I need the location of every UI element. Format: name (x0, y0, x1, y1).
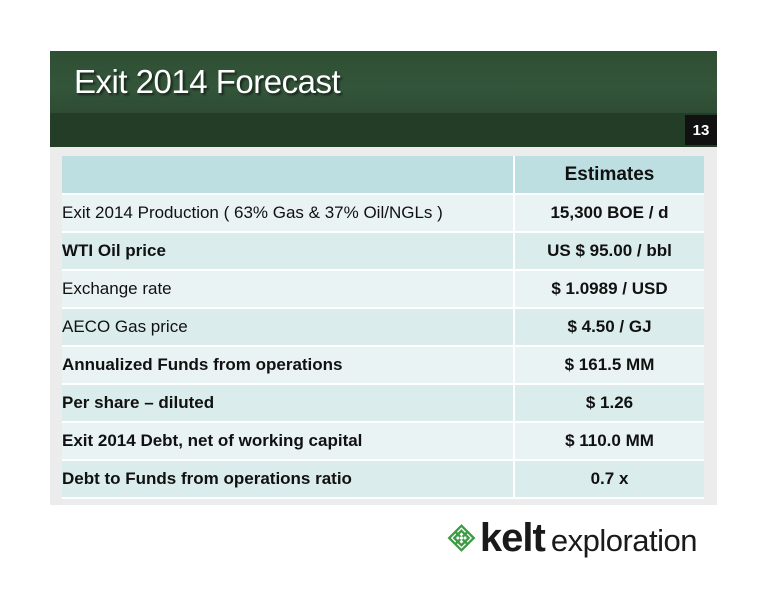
kelt-logo: kelt exploration (447, 513, 698, 563)
row-label: Debt to Funds from operations ratio (62, 460, 514, 499)
table-header-row: Estimates (62, 156, 704, 195)
table-row: Annualized Funds from operations $ 161.5… (62, 346, 704, 385)
estimates-header: Estimates (513, 156, 704, 195)
table-row: AECO Gas price $ 4.50 / GJ (62, 308, 704, 347)
row-label: Per share – diluted (62, 384, 514, 423)
row-value: $ 110.0 MM (513, 422, 704, 461)
row-value: $ 1.26 (513, 384, 704, 423)
row-value: US $ 95.00 / bbl (513, 232, 704, 271)
row-value: $ 1.0989 / USD (513, 270, 704, 309)
celtic-knot-icon (447, 524, 476, 552)
row-label: WTI Oil price (62, 232, 514, 271)
table-row: Exit 2014 Production ( 63% Gas & 37% Oil… (62, 194, 704, 233)
page-number: 13 (685, 115, 717, 145)
row-value: 0.7 x (513, 460, 704, 499)
table-row: Exchange rate $ 1.0989 / USD (62, 270, 704, 309)
table-row: Per share – diluted $ 1.26 (62, 384, 704, 423)
logo-brand: kelt (479, 515, 546, 560)
slide-title: Exit 2014 Forecast (74, 63, 341, 100)
logo-tagline: exploration (550, 523, 698, 558)
row-label: Exchange rate (62, 270, 514, 309)
row-label: Annualized Funds from operations (62, 346, 514, 385)
table-row: Exit 2014 Debt, net of working capital $… (62, 422, 704, 461)
table-row: WTI Oil price US $ 95.00 / bbl (62, 232, 704, 271)
row-label: AECO Gas price (62, 308, 514, 347)
row-value: $ 161.5 MM (513, 346, 704, 385)
header-subbar: 13 (50, 113, 717, 147)
forecast-table: Estimates Exit 2014 Production ( 63% Gas… (62, 156, 704, 499)
row-value: $ 4.50 / GJ (513, 308, 704, 347)
header-empty-cell (62, 156, 514, 195)
row-label: Exit 2014 Debt, net of working capital (62, 422, 514, 461)
row-value: 15,300 BOE / d (513, 194, 704, 233)
slide-header: Exit 2014 Forecast (50, 51, 717, 113)
table-row: Debt to Funds from operations ratio 0.7 … (62, 460, 704, 499)
row-label: Exit 2014 Production ( 63% Gas & 37% Oil… (62, 194, 514, 233)
